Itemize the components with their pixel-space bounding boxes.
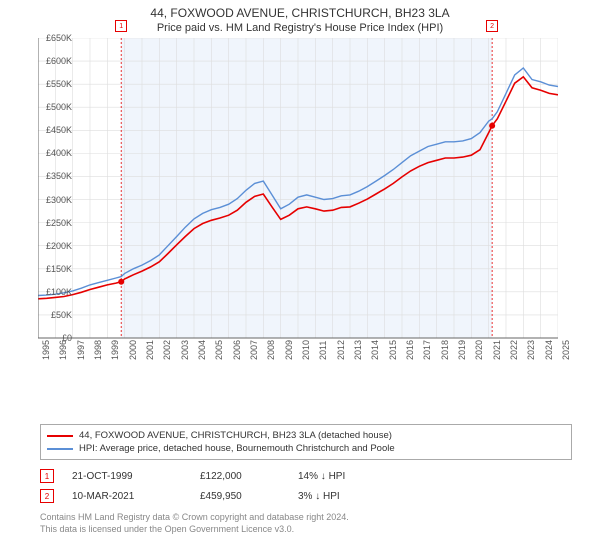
x-tick-label: 2023 bbox=[526, 340, 536, 360]
x-tick-label: 2021 bbox=[492, 340, 502, 360]
x-tick-label: 2019 bbox=[457, 340, 467, 360]
x-tick-label: 1996 bbox=[58, 340, 68, 360]
x-tick-label: 2009 bbox=[284, 340, 294, 360]
x-tick-label: 1999 bbox=[110, 340, 120, 360]
x-tick-label: 2007 bbox=[249, 340, 259, 360]
chart-subtitle: Price paid vs. HM Land Registry's House … bbox=[0, 20, 600, 38]
chart-area: £0£50K£100K£150K£200K£250K£300K£350K£400… bbox=[38, 38, 598, 388]
y-tick-label: £250K bbox=[46, 218, 72, 228]
sale-delta: 3% ↓ HPI bbox=[298, 491, 348, 502]
y-tick-label: £200K bbox=[46, 241, 72, 251]
x-tick-label: 2017 bbox=[422, 340, 432, 360]
x-tick-label: 2016 bbox=[405, 340, 415, 360]
x-tick-label: 1995 bbox=[41, 340, 51, 360]
x-tick-label: 2020 bbox=[474, 340, 484, 360]
y-tick-label: £600K bbox=[46, 56, 72, 66]
sale-number-box: 2 bbox=[40, 489, 54, 503]
x-tick-label: 2000 bbox=[128, 340, 138, 360]
x-tick-label: 2012 bbox=[336, 340, 346, 360]
chart-title: 44, FOXWOOD AVENUE, CHRISTCHURCH, BH23 3… bbox=[0, 0, 600, 20]
y-tick-label: £400K bbox=[46, 148, 72, 158]
x-tick-label: 2011 bbox=[318, 341, 328, 360]
attribution-line1: Contains HM Land Registry data © Crown c… bbox=[40, 512, 572, 524]
legend: 44, FOXWOOD AVENUE, CHRISTCHURCH, BH23 3… bbox=[40, 424, 572, 460]
x-tick-label: 2018 bbox=[440, 340, 450, 360]
chart-svg bbox=[38, 38, 558, 340]
legend-label-hpi: HPI: Average price, detached house, Bour… bbox=[79, 443, 395, 454]
x-tick-label: 2025 bbox=[561, 340, 571, 360]
sale-date: 10-MAR-2021 bbox=[72, 491, 182, 502]
x-tick-label: 2006 bbox=[232, 340, 242, 360]
sale-price: £459,950 bbox=[200, 491, 280, 502]
x-tick-label: 2005 bbox=[214, 340, 224, 360]
x-tick-label: 2010 bbox=[301, 340, 311, 360]
x-tick-label: 2022 bbox=[509, 340, 519, 360]
legend-swatch-price-paid bbox=[47, 435, 73, 437]
legend-row-hpi: HPI: Average price, detached house, Bour… bbox=[47, 442, 565, 455]
x-tick-label: 2014 bbox=[370, 340, 380, 360]
x-tick-label: 2013 bbox=[353, 340, 363, 360]
x-tick-label: 2001 bbox=[145, 340, 155, 360]
attribution: Contains HM Land Registry data © Crown c… bbox=[40, 512, 572, 535]
sale-row: 2 10-MAR-2021 £459,950 3% ↓ HPI bbox=[40, 486, 572, 506]
sale-price: £122,000 bbox=[200, 471, 280, 482]
y-tick-label: £100K bbox=[46, 287, 72, 297]
x-tick-label: 2015 bbox=[388, 340, 398, 360]
y-tick-label: £350K bbox=[46, 171, 72, 181]
y-tick-label: £550K bbox=[46, 79, 72, 89]
attribution-line2: This data is licensed under the Open Gov… bbox=[40, 524, 572, 536]
x-tick-label: 1998 bbox=[93, 340, 103, 360]
sale-number-box: 1 bbox=[40, 469, 54, 483]
legend-row-price-paid: 44, FOXWOOD AVENUE, CHRISTCHURCH, BH23 3… bbox=[47, 429, 565, 442]
sale-marker-1: 1 bbox=[115, 20, 127, 32]
y-tick-label: £50K bbox=[51, 310, 72, 320]
x-tick-label: 2008 bbox=[266, 340, 276, 360]
x-tick-label: 1997 bbox=[76, 340, 86, 360]
x-tick-label: 2003 bbox=[180, 340, 190, 360]
sale-date: 21-OCT-1999 bbox=[72, 471, 182, 482]
chart-container: 44, FOXWOOD AVENUE, CHRISTCHURCH, BH23 3… bbox=[0, 0, 600, 560]
legend-swatch-hpi bbox=[47, 448, 73, 450]
sale-marker-2: 2 bbox=[486, 20, 498, 32]
x-tick-label: 2004 bbox=[197, 340, 207, 360]
sale-row: 1 21-OCT-1999 £122,000 14% ↓ HPI bbox=[40, 466, 572, 486]
x-tick-label: 2024 bbox=[544, 340, 554, 360]
sale-delta: 14% ↓ HPI bbox=[298, 471, 348, 482]
y-tick-label: £450K bbox=[46, 125, 72, 135]
y-tick-label: £150K bbox=[46, 264, 72, 274]
y-tick-label: £650K bbox=[46, 33, 72, 43]
y-tick-label: £500K bbox=[46, 102, 72, 112]
y-tick-label: £300K bbox=[46, 195, 72, 205]
x-tick-label: 2002 bbox=[162, 340, 172, 360]
legend-label-price-paid: 44, FOXWOOD AVENUE, CHRISTCHURCH, BH23 3… bbox=[79, 430, 392, 441]
sales-list: 1 21-OCT-1999 £122,000 14% ↓ HPI 2 10-MAR-202… bbox=[40, 466, 572, 506]
